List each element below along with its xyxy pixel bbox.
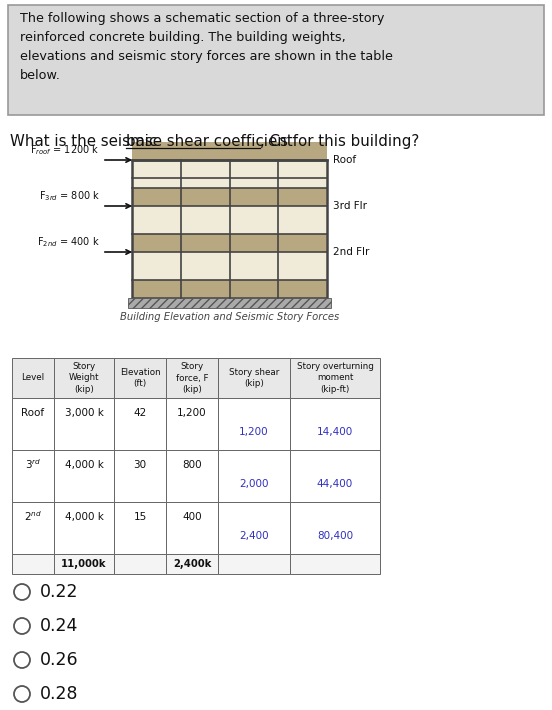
Text: 11,000k: 11,000k: [61, 559, 107, 569]
Bar: [166, 554, 218, 574]
Text: 400: 400: [182, 512, 202, 522]
Text: Story
Weight
(kip): Story Weight (kip): [69, 362, 99, 393]
Bar: [12, 358, 54, 398]
Bar: [114, 450, 166, 502]
Bar: [54, 398, 114, 450]
Bar: [218, 554, 290, 574]
Bar: [8, 5, 544, 115]
Bar: [166, 450, 218, 502]
Bar: [54, 450, 114, 502]
Bar: [218, 398, 290, 450]
Text: 2,400k: 2,400k: [173, 559, 211, 569]
Text: Building Elevation and Seismic Story Forces: Building Elevation and Seismic Story For…: [120, 312, 339, 322]
Bar: [218, 358, 290, 398]
Text: 80,400: 80,400: [317, 531, 353, 541]
Text: 3$^{rd}$: 3$^{rd}$: [25, 458, 41, 471]
Bar: [132, 206, 327, 234]
Text: 2,400: 2,400: [239, 531, 269, 541]
Bar: [12, 502, 54, 554]
Bar: [132, 252, 327, 280]
Bar: [166, 502, 218, 554]
Text: The following shows a schematic section of a three-story
reinforced concrete bui: The following shows a schematic section …: [20, 12, 393, 82]
Text: Story shear
(kip): Story shear (kip): [229, 368, 279, 388]
Bar: [114, 398, 166, 450]
Bar: [290, 502, 380, 554]
Text: F$_{2nd}$ = 400 k: F$_{2nd}$ = 400 k: [37, 235, 100, 249]
Text: 42: 42: [134, 408, 147, 417]
Text: 44,400: 44,400: [317, 479, 353, 488]
Text: 0.26: 0.26: [40, 651, 78, 669]
Text: 0.22: 0.22: [40, 583, 78, 601]
Text: 3,000 k: 3,000 k: [65, 408, 103, 417]
Text: 2$^{nd}$: 2$^{nd}$: [24, 510, 42, 523]
Bar: [12, 450, 54, 502]
Bar: [290, 450, 380, 502]
Text: 2nd Flr: 2nd Flr: [333, 247, 369, 257]
Bar: [54, 502, 114, 554]
Text: Level: Level: [22, 373, 45, 383]
Bar: [54, 358, 114, 398]
Text: 3rd Flr: 3rd Flr: [333, 201, 367, 211]
Bar: [166, 398, 218, 450]
Bar: [290, 554, 380, 574]
Text: Story
force, F
(kip): Story force, F (kip): [176, 362, 208, 393]
Bar: [132, 160, 327, 298]
Bar: [114, 502, 166, 554]
Bar: [290, 398, 380, 450]
Text: 2,000: 2,000: [239, 479, 269, 488]
Bar: [54, 554, 114, 574]
Bar: [218, 450, 290, 502]
Bar: [114, 554, 166, 574]
Text: 14,400: 14,400: [317, 427, 353, 437]
Text: 30: 30: [134, 459, 147, 469]
Bar: [132, 188, 327, 206]
Text: Story overturning
moment
(kip-ft): Story overturning moment (kip-ft): [296, 362, 374, 393]
Bar: [132, 142, 327, 160]
Text: Elevation
(ft): Elevation (ft): [120, 368, 160, 388]
Text: 0.28: 0.28: [40, 685, 78, 703]
Bar: [12, 554, 54, 574]
Text: What is the seismic: What is the seismic: [10, 134, 162, 149]
Bar: [12, 398, 54, 450]
Bar: [114, 358, 166, 398]
Text: Roof: Roof: [22, 408, 45, 417]
Text: F$_{roof}$ = 1200 k: F$_{roof}$ = 1200 k: [30, 143, 100, 157]
Bar: [132, 160, 327, 188]
Text: , Cs for this building?: , Cs for this building?: [260, 134, 420, 149]
Text: 15: 15: [134, 512, 147, 522]
Text: base shear coefficient: base shear coefficient: [126, 134, 293, 149]
Bar: [132, 280, 327, 298]
Text: 4,000 k: 4,000 k: [65, 459, 103, 469]
Text: 4,000 k: 4,000 k: [65, 512, 103, 522]
Text: 1,200: 1,200: [177, 408, 207, 417]
Bar: [290, 358, 380, 398]
Text: 800: 800: [182, 459, 202, 469]
Bar: [128, 298, 331, 308]
Bar: [166, 358, 218, 398]
Bar: [218, 502, 290, 554]
Bar: [132, 234, 327, 252]
Text: 0.24: 0.24: [40, 617, 78, 635]
Text: 1,200: 1,200: [239, 427, 269, 437]
Text: F$_{3rd}$ = 800 k: F$_{3rd}$ = 800 k: [39, 189, 100, 203]
Text: Roof: Roof: [333, 155, 356, 165]
